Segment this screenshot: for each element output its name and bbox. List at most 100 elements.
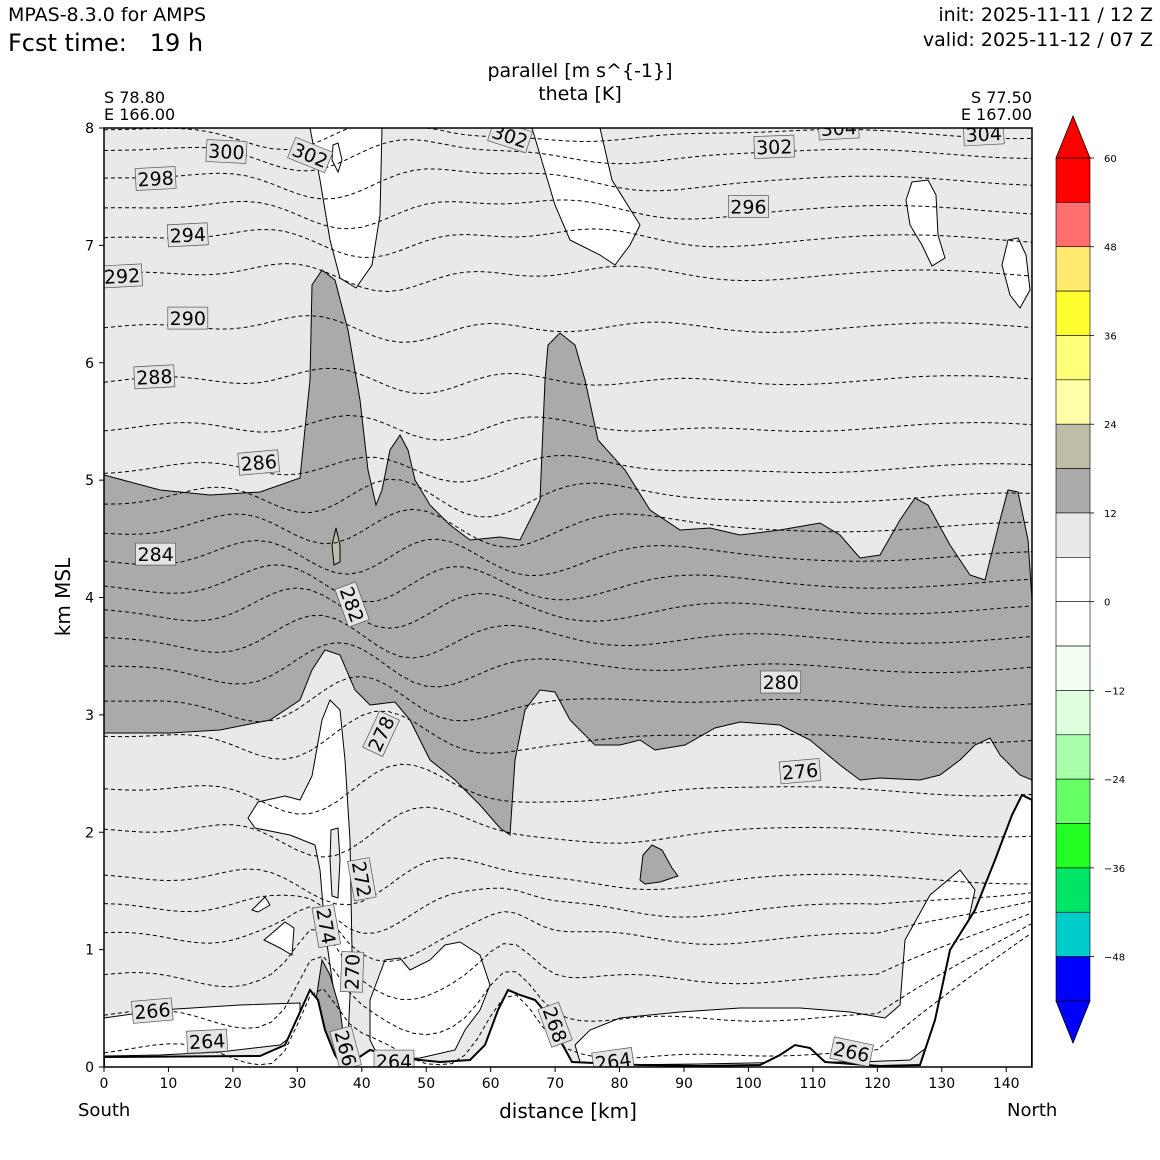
y-tick-label: 4 xyxy=(85,591,94,607)
x-tick-label: 60 xyxy=(482,1076,500,1092)
colorbar-segment xyxy=(1055,734,1091,780)
theta-label-box xyxy=(167,306,209,330)
theta-label: 304 xyxy=(962,128,1005,147)
theta-label-text: 276 xyxy=(781,760,819,785)
theta-contour-line xyxy=(104,139,1032,172)
theta-contour-line xyxy=(104,887,1032,934)
theta-contour-line xyxy=(104,478,1032,518)
theta-label-text: 294 xyxy=(169,224,206,248)
theta-label-box xyxy=(591,1047,635,1067)
theta-contour-line xyxy=(104,710,1032,760)
theta-label-text: 266 xyxy=(133,999,171,1024)
south-direction-label: South xyxy=(78,1100,131,1121)
y-axis-label: km MSL xyxy=(51,557,75,636)
theta-label-box xyxy=(135,542,176,566)
theta-label-box xyxy=(340,951,365,993)
theta-label-box xyxy=(237,449,280,476)
theta-label: 264 xyxy=(373,1049,415,1067)
theta-contour-line xyxy=(104,414,1032,441)
theta-contour-line xyxy=(104,128,1032,151)
theta-label: 292 xyxy=(104,263,143,289)
colorbar-segment xyxy=(1055,335,1091,381)
colorbar-segment xyxy=(1055,911,1091,957)
theta-label-text: 286 xyxy=(240,451,278,476)
x-tick-label: 50 xyxy=(417,1076,435,1092)
colorbar-segment xyxy=(1055,557,1091,602)
x-tick-label: 110 xyxy=(800,1076,827,1092)
colorbar-extend-bottom xyxy=(1055,1000,1091,1045)
right-endpoint: S 77.50 E 167.00 xyxy=(961,89,1032,123)
theta-label-box xyxy=(329,1025,362,1067)
forecast-time-value: 19 h xyxy=(149,29,204,57)
theta-label: 264 xyxy=(591,1047,635,1076)
shade-0-6-lower-1 xyxy=(247,699,353,1052)
theta-label-box xyxy=(778,758,822,785)
left-longitude: E 166.00 xyxy=(104,105,176,124)
theta-label-box xyxy=(205,139,248,164)
theta-label-box xyxy=(287,136,334,174)
theta-contour-line xyxy=(104,168,1032,200)
theta-label-box xyxy=(131,997,174,1024)
north-direction-label: North xyxy=(1007,1100,1058,1121)
colorbar-extend-top xyxy=(1055,114,1091,159)
x-tick-label: 130 xyxy=(928,1076,955,1092)
colorbar-tick-label: −36 xyxy=(1104,864,1125,875)
theta-label-box xyxy=(134,166,177,191)
theta-contour-line xyxy=(104,199,1032,230)
colorbar-tick-label: −24 xyxy=(1104,775,1125,786)
x-tick-label: 0 xyxy=(100,1076,109,1092)
shade-12-18-band xyxy=(104,269,1032,836)
theta-label: 296 xyxy=(728,195,769,219)
theta-contour-line xyxy=(104,763,1032,815)
colorbar-segment xyxy=(1055,379,1091,425)
y-tick-label: 3 xyxy=(85,708,94,724)
theta-label-text: 264 xyxy=(594,1049,633,1076)
y-tick-label: 8 xyxy=(85,121,94,137)
theta-contour-line xyxy=(104,508,1032,548)
theta-contour-line xyxy=(104,922,1032,1036)
x-tick-label: 30 xyxy=(288,1076,306,1092)
theta-label: 286 xyxy=(237,449,280,476)
x-tick-label: 10 xyxy=(160,1076,178,1092)
contour-field-title: theta [K] xyxy=(538,83,622,105)
theta-label-text: 264 xyxy=(188,1030,225,1054)
init-time: init: 2025-11-11 / 12 Z xyxy=(938,4,1153,26)
theta-label: 280 xyxy=(760,670,802,694)
theta-contour-line xyxy=(104,642,1032,688)
y-axis: 0 1 2 3 4 5 6 7 8 xyxy=(85,121,104,1076)
theta-label: 290 xyxy=(167,306,209,330)
theta-label: 264 xyxy=(186,1028,229,1054)
x-tick-label: 90 xyxy=(675,1076,693,1092)
y-tick-label: 5 xyxy=(85,473,94,489)
theta-label: 298 xyxy=(134,166,177,191)
colorbar-segment xyxy=(1055,468,1091,514)
colorbar-segment xyxy=(1055,690,1091,736)
colorbar-segment xyxy=(1055,202,1091,248)
theta-label-box xyxy=(347,857,377,902)
y-tick-label: 6 xyxy=(85,356,94,372)
theta-label: 274 xyxy=(311,904,342,949)
theta-label-box xyxy=(334,581,370,628)
x-tick-label: 100 xyxy=(735,1076,762,1092)
theta-contour-line xyxy=(104,538,1032,577)
theta-contour-line xyxy=(104,806,1032,858)
colorbar-tick-label: 36 xyxy=(1104,331,1117,342)
y-tick-label: 7 xyxy=(85,238,94,254)
x-tick-label: 140 xyxy=(993,1076,1020,1092)
colorbar-segment xyxy=(1055,601,1091,647)
theta-label: 270 xyxy=(340,951,365,993)
colorbar-segment xyxy=(1055,290,1091,336)
theta-label-box xyxy=(962,128,1005,147)
theta-contour-line xyxy=(104,900,1032,963)
colorbar-segment xyxy=(1055,246,1091,292)
x-tick-label: 70 xyxy=(546,1076,564,1092)
right-longitude: E 167.00 xyxy=(960,105,1032,124)
theta-label: 276 xyxy=(778,758,822,785)
colorbar-tick-label: 24 xyxy=(1104,420,1117,431)
x-tick-label: 40 xyxy=(353,1076,371,1092)
theta-label-box xyxy=(166,222,209,248)
theta-contour-line xyxy=(104,587,1032,629)
right-latitude: S 77.50 xyxy=(970,88,1032,107)
theta-contour-line xyxy=(104,857,1032,906)
